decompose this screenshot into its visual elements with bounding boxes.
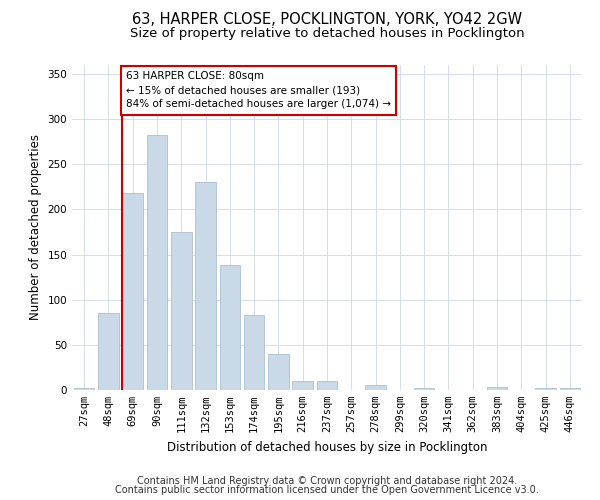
Bar bbox=[292, 381, 313, 390]
Bar bbox=[146, 134, 167, 390]
X-axis label: Distribution of detached houses by size in Pocklington: Distribution of detached houses by size … bbox=[167, 440, 487, 454]
Bar bbox=[365, 384, 386, 390]
Text: Contains public sector information licensed under the Open Government Licence v3: Contains public sector information licen… bbox=[115, 485, 539, 495]
Bar bbox=[74, 388, 94, 390]
Bar bbox=[98, 314, 119, 390]
Bar bbox=[560, 388, 580, 390]
Y-axis label: Number of detached properties: Number of detached properties bbox=[29, 134, 42, 320]
Bar bbox=[487, 388, 508, 390]
Bar bbox=[268, 354, 289, 390]
Text: Size of property relative to detached houses in Pocklington: Size of property relative to detached ho… bbox=[130, 28, 524, 40]
Text: Contains HM Land Registry data © Crown copyright and database right 2024.: Contains HM Land Registry data © Crown c… bbox=[137, 476, 517, 486]
Text: 63, HARPER CLOSE, POCKLINGTON, YORK, YO42 2GW: 63, HARPER CLOSE, POCKLINGTON, YORK, YO4… bbox=[132, 12, 522, 28]
Bar bbox=[171, 232, 191, 390]
Bar bbox=[220, 266, 240, 390]
Bar bbox=[244, 315, 265, 390]
Bar bbox=[122, 193, 143, 390]
Bar bbox=[195, 182, 216, 390]
Bar bbox=[535, 388, 556, 390]
Bar bbox=[317, 381, 337, 390]
Bar bbox=[414, 388, 434, 390]
Text: 63 HARPER CLOSE: 80sqm
← 15% of detached houses are smaller (193)
84% of semi-de: 63 HARPER CLOSE: 80sqm ← 15% of detached… bbox=[126, 72, 391, 110]
